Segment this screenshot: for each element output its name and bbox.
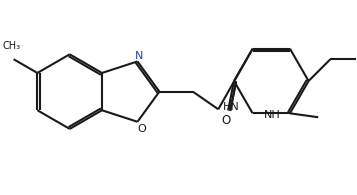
- Text: NH: NH: [263, 110, 280, 120]
- Text: N: N: [135, 51, 144, 61]
- Text: HN: HN: [223, 102, 240, 112]
- Text: O: O: [221, 114, 231, 127]
- Text: O: O: [137, 124, 146, 134]
- Text: CH₃: CH₃: [2, 41, 21, 51]
